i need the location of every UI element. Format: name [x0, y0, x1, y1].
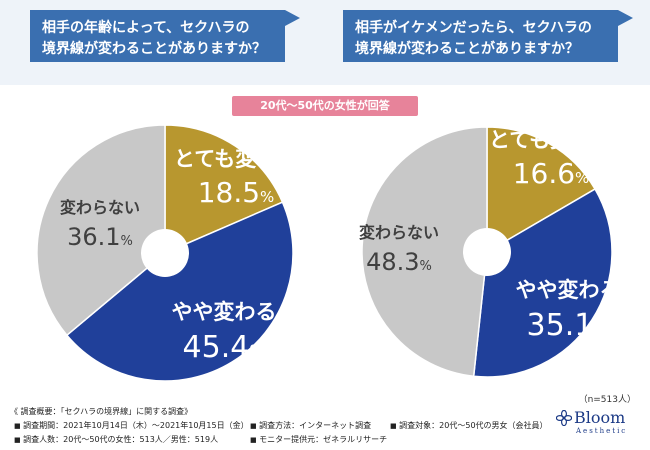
- sample-size-note: （n=513人）: [578, 395, 636, 405]
- flower-icon: [555, 409, 573, 427]
- pie1-value-none: 36.1%: [67, 223, 133, 251]
- pie1-value-somewhat: 45.4%: [183, 330, 266, 365]
- logo-sub: Aesthetic: [576, 427, 628, 435]
- pie2-slice-very: [486, 126, 597, 254]
- question-left-line1: 相手の年齢によって、セクハラの: [42, 20, 250, 36]
- pie1-value-very: 18.5%: [198, 176, 275, 209]
- pie1-category-none: 変わらない: [60, 198, 140, 217]
- pie1-category-somewhat: やや変わる: [172, 300, 277, 324]
- pie2-slice-none: [361, 126, 488, 378]
- question-banner-left: 相手の年齢によって、セクハラの 境界線が変わることがありますか？: [30, 10, 300, 62]
- question-banner-right: 相手がイケメンだったら、セクハラの 境界線が変わることがありますか？: [343, 10, 633, 62]
- pie1-slice-none: [36, 124, 166, 337]
- pie2-center-hole: [463, 228, 511, 276]
- survey-period: 調査期間：2021年10月14日（木）〜2021年10月15日（金）: [23, 421, 249, 430]
- pie1-slice-somewhat: [65, 201, 294, 382]
- pie2-slice-somewhat: [472, 188, 613, 378]
- pie2-value-somewhat: 35.1%: [527, 308, 610, 343]
- question-right-line1: 相手がイケメンだったら、セクハラの: [355, 20, 592, 36]
- survey-method: 調査方法：インターネット調査: [259, 421, 372, 430]
- pie2-category-very: とても変わる: [489, 128, 613, 152]
- question-left-line2: 境界線が変わることがありますか？: [42, 41, 266, 57]
- pie2-category-somewhat: やや変わる: [516, 278, 621, 302]
- logo-name: Bloom: [574, 408, 626, 427]
- survey-count-row: ■ 調査人数：20代〜50代の女性：513人／男性：519人: [14, 435, 219, 444]
- survey-target: 調査対象：20代〜50代の男女（会社員）: [399, 421, 548, 430]
- survey-provider: モニター提供元：ゼネラルリサーチ: [259, 435, 388, 444]
- pie1-slice-very: [164, 124, 284, 255]
- pie2-value-very: 16.6%: [513, 157, 590, 190]
- survey-title: 《 調査概要：「セクハラの境界線」に関する調査》: [10, 407, 193, 416]
- pie1-center-hole: [141, 229, 189, 277]
- survey-method-row: ■ 調査方法：インターネット調査: [250, 421, 372, 430]
- question-right-line2: 境界線が変わることがありますか？: [355, 41, 579, 57]
- survey-target-row: ■ 調査対象：20代〜50代の男女（会社員）: [390, 421, 548, 430]
- pie2-category-none: 変わらない: [359, 223, 439, 242]
- survey-provider-row: ■ モニター提供元：ゼネラルリサーチ: [250, 435, 388, 444]
- respondent-tag: 20代〜50代の女性が回答: [232, 96, 418, 116]
- pie1-category-very: とても変わる: [174, 147, 298, 171]
- bloom-logo: Bloom Aesthetic: [555, 408, 628, 435]
- pie2-value-none: 48.3%: [366, 248, 432, 276]
- survey-period-row: ■ 調査期間：2021年10月14日（木）〜2021年10月15日（金）: [14, 421, 249, 430]
- survey-count: 調査人数：20代〜50代の女性：513人／男性：519人: [23, 435, 219, 444]
